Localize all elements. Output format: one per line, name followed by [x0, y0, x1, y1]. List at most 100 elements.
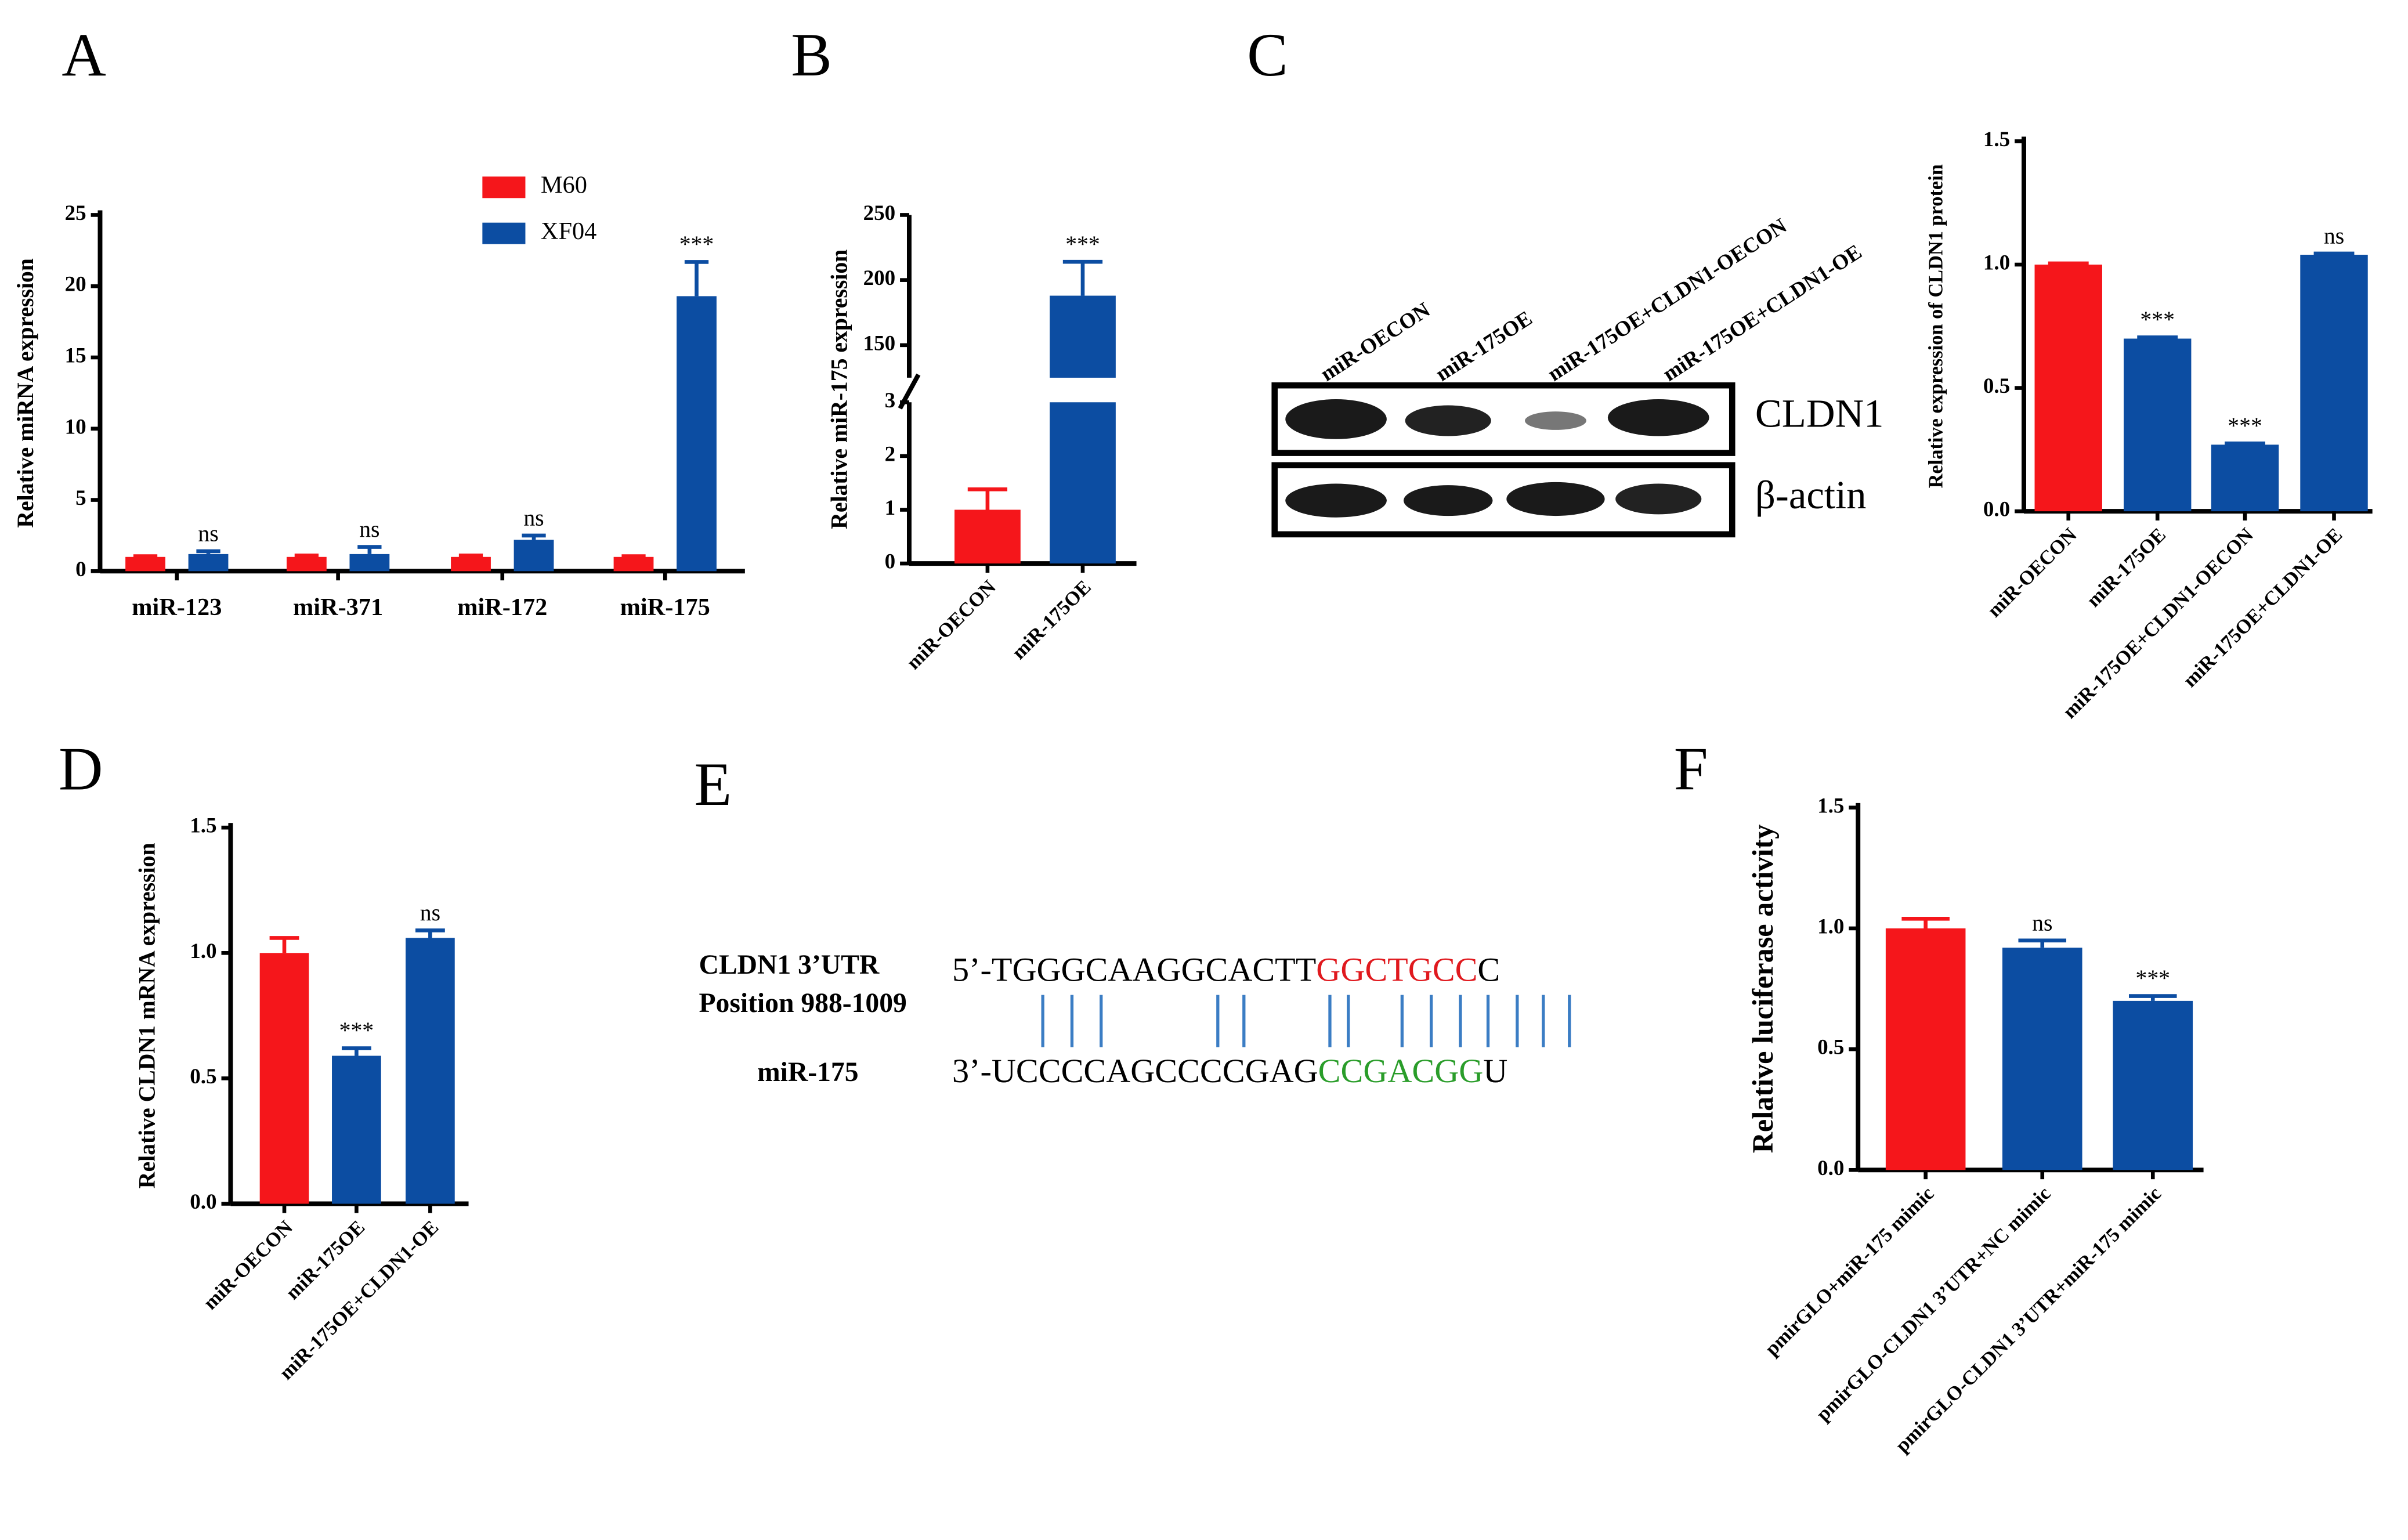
lane-label: miR-175OE: [1431, 306, 1536, 386]
significance-label: ns: [420, 900, 440, 926]
blot-row-label: CLDN1: [1755, 392, 1884, 436]
x-tick-label: miR-175OE: [2082, 524, 2170, 612]
bar: [514, 540, 554, 572]
bar: [2300, 254, 2368, 512]
legend-label: M60: [541, 172, 587, 199]
significance-label: ***: [2228, 413, 2262, 439]
x-tick-label: miR-OECON: [1983, 523, 2081, 621]
y-tick-label: 0.0: [190, 1190, 216, 1214]
y-tick-label: 15: [65, 344, 86, 368]
significance-label: ns: [523, 505, 544, 531]
significance-label: ns: [2032, 910, 2052, 935]
bar: [1050, 295, 1116, 378]
significance-label: ns: [359, 516, 379, 542]
significance-label: ***: [2136, 966, 2171, 991]
significance-label: ***: [339, 1018, 374, 1043]
y-tick-label: 1.0: [1983, 251, 2010, 275]
y-tick-label: 10: [65, 415, 86, 439]
lane-label: miR-OECON: [1317, 298, 1435, 386]
significance-label: ***: [1065, 232, 1100, 257]
bar: [188, 554, 229, 572]
bar: [2123, 338, 2192, 512]
band: [1405, 405, 1491, 436]
western-blot: CLDN1 β-actin miR-OECON miR-175OE miR-17…: [1271, 214, 1884, 538]
seed-part: GGCTGCC: [1316, 951, 1477, 989]
bar: [2002, 948, 2082, 1170]
band: [1285, 483, 1387, 518]
bar: [406, 938, 455, 1204]
significance-label: ***: [679, 232, 714, 257]
x-tick-label: miR-172: [457, 594, 547, 621]
y-tick-label: 0.5: [1817, 1036, 1844, 1060]
y-tick-label: 200: [863, 266, 896, 290]
sequence-panel: E CLDN1 3’UTR Position 988-1009 miR-175 …: [695, 750, 1571, 1090]
x-tick-label: pmirGLO-CLDN1 3’UTR+NC mimic: [1812, 1183, 2055, 1426]
bar: [613, 556, 654, 572]
seq-part: 5’-TGGGCAAGGCACTT: [952, 951, 1316, 989]
y-tick-label: 150: [863, 331, 896, 355]
bar: [286, 556, 327, 572]
bar: [332, 1055, 381, 1204]
seq-part: U: [1483, 1053, 1507, 1090]
bar: [125, 556, 165, 572]
y-tick-label: 1.5: [190, 814, 216, 838]
y-tick-label: 5: [75, 486, 86, 510]
x-tick-label: miR-175OE+CLDN1-OE: [2179, 524, 2346, 692]
significance-label: ns: [198, 521, 218, 547]
bar: [2113, 1000, 2193, 1170]
y-axis-label: Relative expression of CLDN1 protein: [1925, 164, 1947, 488]
seed-part: CCGACGG: [1318, 1053, 1484, 1090]
y-tick-label: 1.0: [1817, 914, 1844, 938]
y-tick-label: 0.5: [190, 1065, 216, 1089]
x-tick-label: miR-OECON: [199, 1216, 297, 1314]
y-tick-label: 20: [65, 273, 86, 297]
band: [1285, 399, 1387, 439]
bar: [1885, 928, 1966, 1170]
x-tick-label: miR-OECON: [902, 576, 1000, 674]
y-tick-label: 0.0: [1817, 1156, 1844, 1180]
mirna-sequence: 3’-UCCCCAGCCCCGAGCCGACGGU: [952, 1053, 1507, 1090]
seq-part: 3’-UCCCCAGCCCCGAG: [952, 1053, 1318, 1090]
target-sequence: 5’-TGGGCAAGGCACTTGGCTGCCC: [952, 951, 1500, 989]
y-axis-label: Relative luciferase activity: [1747, 825, 1779, 1154]
x-tick-label: miR-371: [293, 594, 383, 621]
band: [1403, 485, 1493, 516]
panel-letter: A: [62, 21, 106, 89]
legend-swatch: [482, 176, 526, 198]
mirna-name: miR-175: [757, 1057, 859, 1087]
panel-letter: B: [791, 21, 832, 89]
panel-letter: E: [695, 750, 732, 818]
y-tick-label: 2: [885, 442, 896, 466]
x-tick-label: miR-175OE+CLDN1-OECON: [2059, 523, 2258, 722]
lane-label: miR-175OE+CLDN1-OE: [1659, 240, 1867, 386]
y-tick-label: 0: [885, 550, 896, 574]
blot-row-label: β-actin: [1755, 473, 1867, 517]
x-tick-label: miR-123: [132, 594, 222, 621]
y-tick-label: 3: [885, 389, 896, 413]
y-tick-label: 0: [75, 558, 86, 581]
y-axis-label: Relative CLDN1 mRNA expression: [134, 843, 160, 1189]
axis-break: [898, 373, 921, 410]
y-axis-label: Relative miR-175 expression: [827, 250, 852, 529]
y-tick-label: 1.5: [1983, 128, 2010, 151]
y-tick-label: 0.5: [1983, 374, 2010, 398]
panel-letter: D: [59, 735, 103, 803]
y-tick-label: 1.5: [1817, 794, 1844, 818]
x-tick-label: miR-175OE: [1008, 576, 1095, 664]
legend-label: XF04: [541, 218, 596, 245]
target-name: CLDN1 3’UTR: [699, 950, 879, 980]
band: [1506, 482, 1605, 516]
y-axis-label: Relative miRNA expression: [13, 258, 38, 527]
bar: [2211, 444, 2279, 512]
bar: [954, 509, 1021, 564]
y-tick-label: 1.0: [190, 939, 216, 963]
y-tick-label: 1: [885, 496, 896, 520]
significance-label: ***: [2140, 307, 2175, 332]
y-tick-label: 250: [863, 201, 896, 225]
position: Position 988-1009: [699, 988, 906, 1018]
band: [1615, 483, 1702, 515]
bar: [349, 554, 390, 572]
band: [1607, 399, 1709, 436]
band: [1525, 411, 1586, 430]
